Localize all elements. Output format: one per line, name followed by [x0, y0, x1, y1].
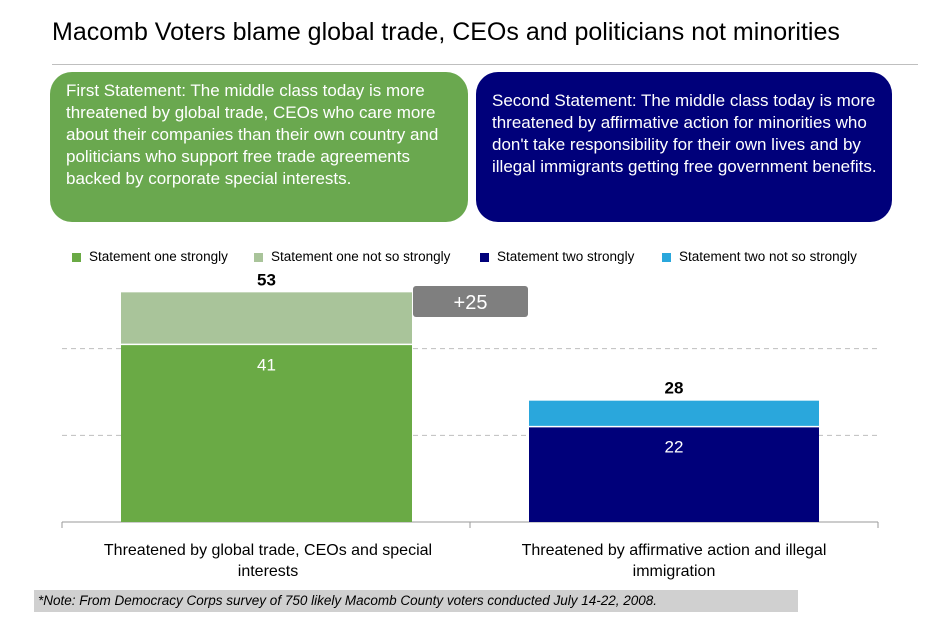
- data-label-affirmative-action-total: 28: [665, 379, 684, 398]
- category-label-global-trade: Threatened by global trade, CEOs and spe…: [103, 542, 433, 580]
- legend-swatch-one-soft: [254, 253, 263, 262]
- data-label-global-trade-total: 53: [257, 270, 276, 289]
- survey-note: *Note: From Democracy Corps survey of 75…: [34, 590, 798, 612]
- legend-swatch-two-strong: [480, 253, 489, 262]
- legend-label-one-soft: Statement one not so strongly: [271, 249, 451, 264]
- first-statement-box: First Statement: The middle class today …: [50, 72, 468, 222]
- legend-swatch-two-soft: [662, 253, 671, 262]
- title-divider: [52, 64, 918, 65]
- legend-label-two-soft: Statement two not so strongly: [679, 249, 857, 264]
- bar-global-trade-strongly: [121, 344, 412, 522]
- bar-affirmative-action-not-so-strongly: [529, 400, 819, 427]
- second-statement-box: Second Statement: The middle class today…: [476, 72, 892, 222]
- legend-label-two-strong: Statement two strongly: [497, 249, 635, 264]
- page-title: Macomb Voters blame global trade, CEOs a…: [52, 18, 840, 46]
- difference-badge: [413, 286, 528, 317]
- data-label-affirmative-action-strongly: 22: [665, 438, 684, 457]
- bar-global-trade-not-so-strongly: [121, 292, 412, 345]
- data-label-global-trade-strongly: 41: [257, 355, 276, 374]
- legend-label-one-strong: Statement one strongly: [89, 249, 228, 264]
- difference-label: +25: [454, 292, 488, 314]
- bar-affirmative-action-strongly: [529, 426, 819, 522]
- category-label-affirmative-action: Threatened by affirmative action and ill…: [521, 542, 827, 580]
- legend-swatch-one-strong: [72, 253, 81, 262]
